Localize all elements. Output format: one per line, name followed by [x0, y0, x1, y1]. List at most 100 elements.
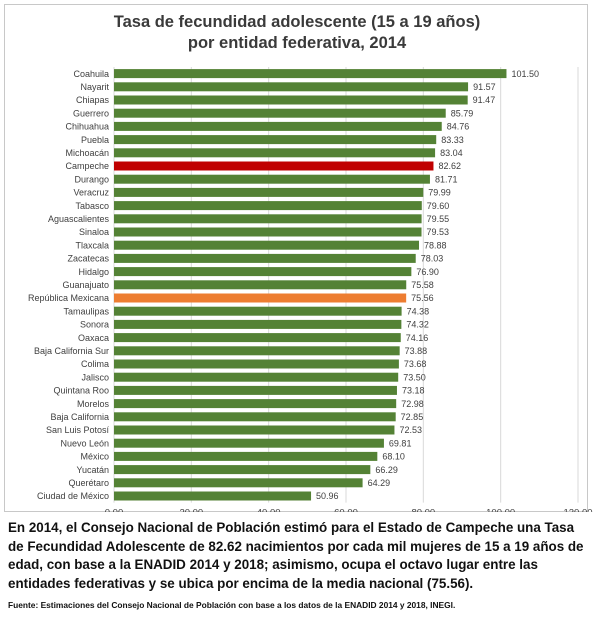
category-label: Yucatán [76, 465, 109, 475]
x-tick-label: 0.00 [105, 508, 124, 512]
bar [114, 95, 468, 105]
chart-title: Tasa de fecundidad adolescente (15 a 19 … [0, 12, 594, 54]
category-label: Nayarit [80, 82, 109, 92]
category-label: Durango [74, 174, 109, 184]
category-label: Tlaxcala [75, 240, 109, 250]
bar [114, 306, 402, 316]
category-label: Campeche [65, 161, 109, 171]
category-label: Colima [81, 359, 109, 369]
data-label: 74.32 [406, 320, 429, 330]
data-label: 66.29 [375, 465, 398, 475]
bar [114, 425, 395, 435]
x-tick-label: 80.00 [411, 508, 435, 512]
source-note: Fuente: Estimaciones del Consejo Naciona… [8, 600, 456, 610]
data-label: 68.10 [382, 452, 405, 462]
data-label: 75.58 [411, 280, 434, 290]
data-label: 101.50 [511, 69, 539, 79]
category-label: Jalisco [81, 372, 109, 382]
bar [114, 438, 384, 448]
data-label: 83.04 [440, 148, 463, 158]
data-label: 81.71 [435, 174, 458, 184]
summary-text: En 2014, el Consejo Nacional de Població… [8, 520, 584, 591]
data-label: 72.98 [401, 399, 424, 409]
data-label: 75.56 [411, 293, 434, 303]
data-label: 79.55 [427, 214, 450, 224]
category-label: Ciudad de México [37, 491, 109, 501]
bar [114, 240, 420, 250]
category-label: Morelos [77, 399, 110, 409]
data-label: 74.16 [406, 333, 429, 343]
data-label: 78.88 [424, 240, 447, 250]
data-label: 74.38 [407, 306, 430, 316]
category-label: Baja California [50, 412, 109, 422]
x-tick-label: 40.00 [257, 508, 281, 512]
bar [114, 399, 397, 409]
bar [114, 69, 507, 79]
bar [114, 491, 312, 501]
data-label: 85.79 [451, 108, 474, 118]
data-label: 73.50 [403, 372, 426, 382]
bar-chart: 0.00 20.00 40.00 60.00 80.00 100.00 120.00 Coah… [28, 67, 593, 512]
category-label: República Mexicana [28, 293, 109, 303]
chart-title-line-2: por entidad federativa, 2014 [187, 34, 407, 52]
data-label: 64.29 [368, 478, 391, 488]
data-label: 83.33 [441, 135, 464, 145]
category-label: Coahuila [73, 69, 109, 79]
bar [114, 187, 424, 197]
data-label: 69.81 [389, 438, 412, 448]
data-label: 72.85 [401, 412, 424, 422]
bar [114, 253, 416, 263]
x-tick-label: 60.00 [334, 508, 358, 512]
category-label: Veracruz [73, 188, 109, 198]
bar [114, 333, 401, 343]
x-tick-label: 20.00 [179, 508, 203, 512]
x-tick-label: 120.00 [563, 508, 592, 512]
category-label: Hidalgo [78, 267, 109, 277]
bar [114, 227, 422, 237]
category-label: Aguascalientes [48, 214, 110, 224]
bar [114, 412, 396, 422]
bar [114, 280, 407, 290]
category-label: Sonora [80, 320, 109, 330]
chart-frame [4, 4, 588, 512]
bar [114, 372, 399, 382]
data-label: 84.76 [447, 122, 470, 132]
category-label: Oaxaca [78, 333, 109, 343]
bar [114, 108, 446, 118]
category-label: Querétaro [68, 478, 109, 488]
bar [114, 359, 399, 369]
bar [114, 201, 422, 211]
data-label: 73.88 [405, 346, 428, 356]
bar [114, 319, 402, 329]
bar [114, 451, 378, 461]
bar [114, 82, 469, 92]
data-label: 78.03 [421, 254, 444, 264]
category-label: Baja California Sur [34, 346, 109, 356]
bar [114, 293, 407, 303]
bar [114, 174, 430, 184]
bar [114, 135, 437, 145]
data-label: 73.68 [404, 359, 427, 369]
x-tick-label: 100.00 [486, 508, 515, 512]
category-label: Tabasco [75, 201, 109, 211]
category-label: Nuevo León [60, 438, 109, 448]
bar [114, 346, 400, 356]
data-label: 79.60 [427, 201, 450, 211]
bar [114, 121, 442, 131]
category-label: Tamaulipas [63, 306, 109, 316]
category-label: Chihuahua [65, 122, 109, 132]
data-label: 82.62 [438, 161, 461, 171]
category-label: Sinaloa [79, 227, 109, 237]
category-label: Puebla [81, 135, 109, 145]
bar [114, 161, 434, 171]
category-label: Chiapas [76, 95, 110, 105]
data-label: 91.57 [473, 82, 496, 92]
category-label: Guerrero [73, 108, 109, 118]
data-label: 79.99 [428, 188, 451, 198]
bar [114, 267, 412, 277]
category-label: Guanajuato [62, 280, 109, 290]
bar [114, 465, 371, 475]
bar [114, 478, 363, 488]
bar [114, 148, 436, 158]
category-label: Zacatecas [67, 254, 109, 264]
